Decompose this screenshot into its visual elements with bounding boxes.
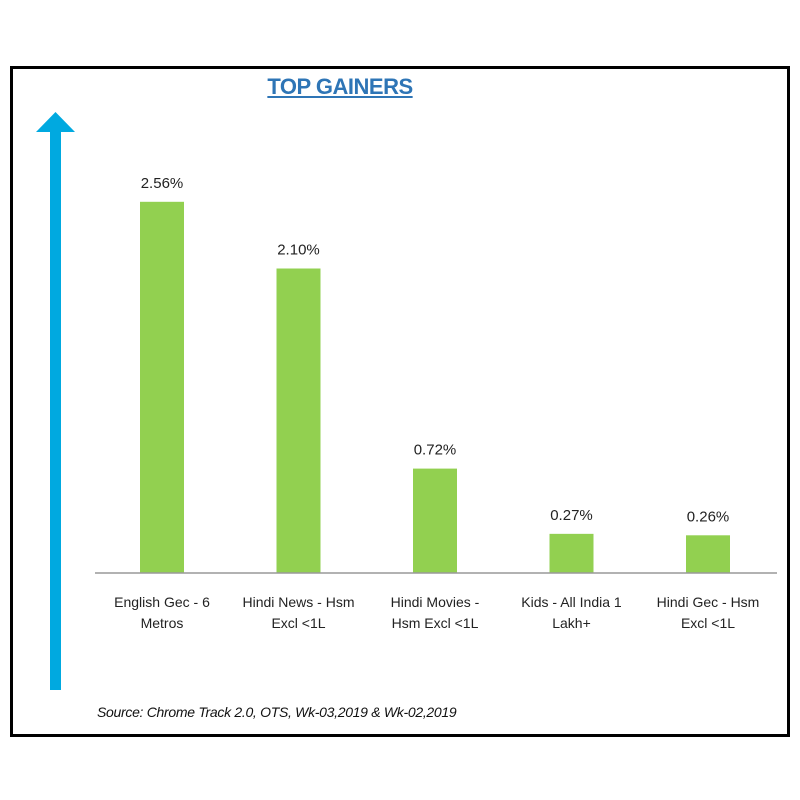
bar <box>276 268 321 573</box>
category-label: Hsm Excl <1L <box>392 615 479 631</box>
data-label: 0.27% <box>550 507 593 524</box>
category-label: Hindi Movies - <box>391 594 480 610</box>
bar <box>549 533 594 573</box>
data-label: 0.26% <box>687 508 730 525</box>
bar <box>686 535 730 573</box>
chart-title: TOP GAINERS <box>267 74 413 99</box>
bar <box>413 468 457 573</box>
category-label: Kids - All India 1 <box>521 594 622 610</box>
source-note: Source: Chrome Track 2.0, OTS, Wk-03,201… <box>97 704 457 720</box>
chart-frame <box>10 66 790 737</box>
up-arrow-icon <box>36 112 75 690</box>
category-label: Metros <box>141 615 184 631</box>
category-label: Excl <1L <box>681 615 735 631</box>
category-label: Excl <1L <box>271 615 325 631</box>
data-label: 2.10% <box>277 242 320 259</box>
data-label: 2.56% <box>141 175 184 192</box>
category-label: Hindi News - Hsm <box>242 594 354 610</box>
category-label: English Gec - 6 <box>114 594 210 610</box>
bar <box>140 201 184 574</box>
category-label: Lakh+ <box>552 615 591 631</box>
data-label: 0.72% <box>414 442 457 459</box>
category-label: Hindi Gec - Hsm <box>657 594 760 610</box>
